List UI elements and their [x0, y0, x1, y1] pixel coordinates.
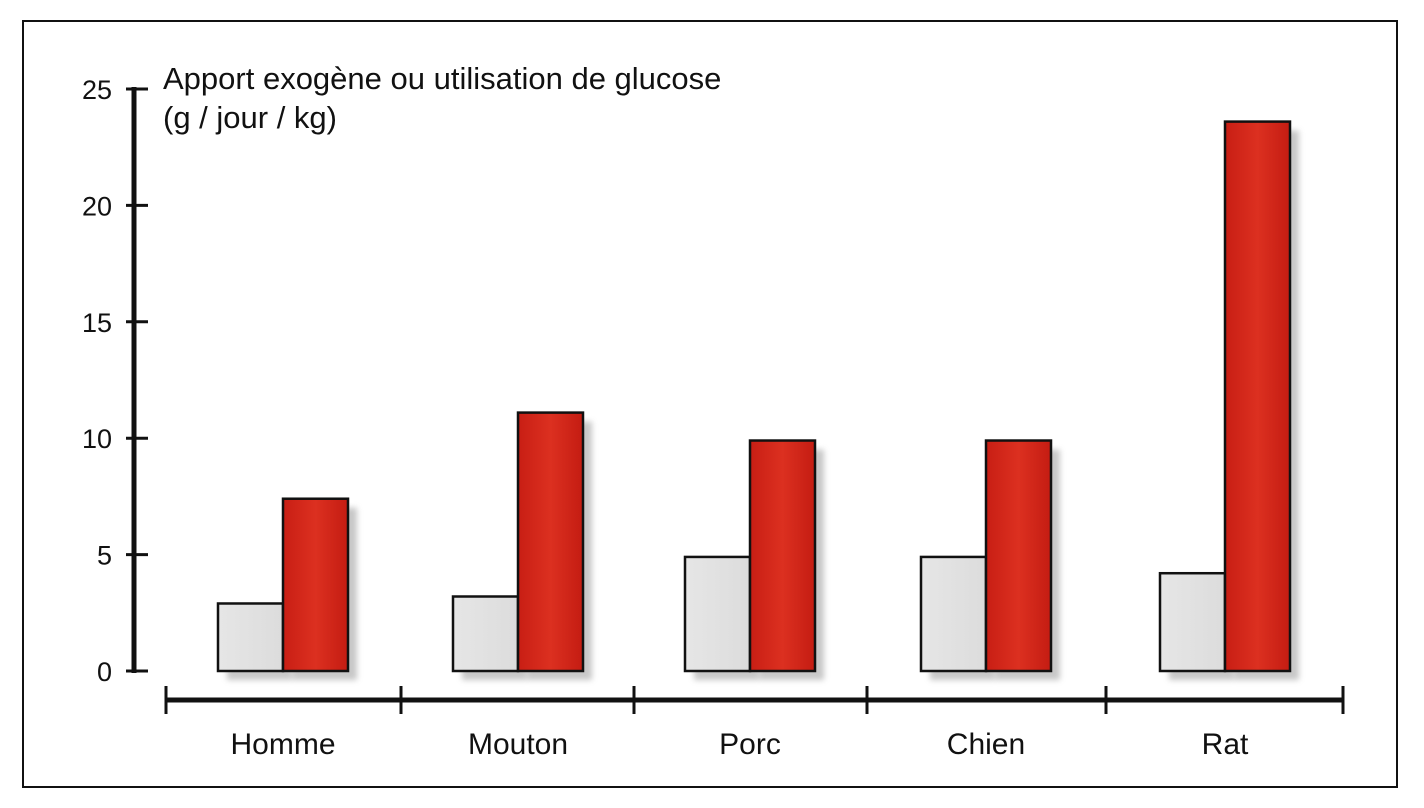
y-tick-label-25: 25: [82, 75, 112, 105]
x-category-label-mouton: Mouton: [468, 728, 568, 761]
bar-rat-2: [1223, 120, 1292, 673]
y-axis: 0 5 10 15 20 25: [82, 75, 148, 687]
y-axis-label-line-1: Apport exogène ou utilisation de glucose: [163, 61, 721, 96]
x-category-label-rat: Rat: [1202, 728, 1249, 761]
y-axis-label-line-2: (g / jour / kg): [163, 100, 337, 135]
bar-chien-1: [919, 555, 988, 673]
y-tick-label-5: 5: [97, 541, 112, 571]
y-tick-label-20: 20: [82, 191, 112, 221]
bar-homme-1: [216, 602, 285, 673]
bars: [216, 120, 1292, 673]
y-tick-label-0: 0: [97, 657, 112, 687]
bar-mouton-2: [516, 411, 585, 673]
x-category-label-porc: Porc: [719, 728, 781, 761]
y-tick-label-10: 10: [82, 424, 112, 454]
x-category-label-homme: Homme: [230, 728, 335, 761]
y-axis-label: Apport exogène ou utilisation de glucose…: [163, 61, 721, 135]
y-tick-label-15: 15: [82, 308, 112, 338]
bar-mouton-1: [451, 595, 520, 673]
bar-porc-1: [683, 555, 752, 673]
bar-homme-2: [281, 497, 350, 673]
bar-porc-2: [748, 439, 817, 673]
x-category-label-chien: Chien: [947, 728, 1025, 761]
bar-chien-2: [984, 439, 1053, 673]
x-axis: Homme Mouton Porc Chien Rat: [164, 686, 1345, 761]
bar-rat-1: [1158, 571, 1227, 673]
